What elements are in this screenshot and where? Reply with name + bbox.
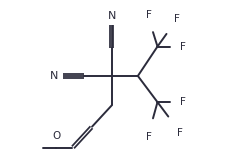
Text: F: F xyxy=(180,97,186,107)
Text: N: N xyxy=(49,71,58,81)
Text: F: F xyxy=(180,42,186,51)
Text: F: F xyxy=(177,128,183,138)
Text: O: O xyxy=(53,131,61,141)
Text: F: F xyxy=(146,10,152,20)
Text: F: F xyxy=(146,132,152,142)
Text: N: N xyxy=(107,11,116,21)
Text: F: F xyxy=(174,14,180,24)
